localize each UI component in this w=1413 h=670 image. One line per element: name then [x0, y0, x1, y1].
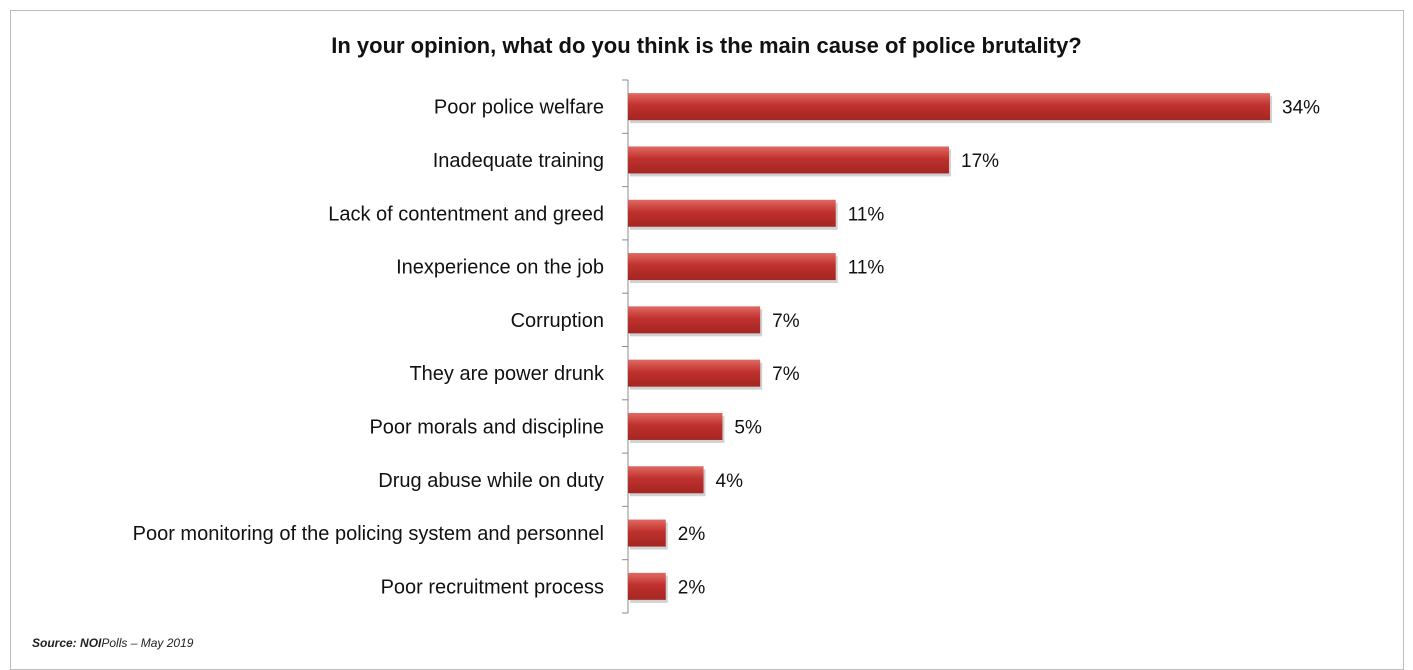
bar [628, 306, 761, 334]
category-label: Poor monitoring of the policing system a… [133, 523, 604, 545]
data-label: 11% [848, 204, 885, 225]
data-label: 5% [734, 417, 762, 438]
category-label: Inexperience on the job [396, 257, 604, 279]
category-label: Drug abuse while on duty [378, 470, 604, 492]
data-label: 2% [678, 577, 706, 598]
source-note: Source: NOIPolls – May 2019 [32, 636, 193, 650]
category-label: Inadequate training [433, 150, 604, 172]
category-label: Poor recruitment process [381, 576, 604, 598]
bar [628, 253, 836, 281]
bar [628, 146, 949, 174]
data-label: 34% [1282, 98, 1320, 119]
source-org-bold: NOI [80, 636, 102, 650]
data-label: 4% [716, 471, 744, 492]
bar [628, 466, 704, 494]
category-label: Lack of contentment and greed [328, 203, 604, 225]
bar [628, 199, 836, 227]
data-label: 2% [678, 524, 706, 545]
bar [628, 412, 723, 440]
bar-chart: Poor police welfare 34% Inadequate trainin… [133, 79, 1320, 614]
data-label: 11% [848, 258, 885, 279]
bar [628, 572, 666, 600]
data-label: 17% [961, 151, 999, 172]
source-prefix: Source: [32, 636, 77, 650]
chart-title: In your opinion, what do you think is th… [331, 33, 1082, 58]
bar [628, 519, 666, 547]
category-label: Poor police welfare [434, 97, 604, 119]
source-date: – May 2019 [127, 636, 194, 650]
data-label: 7% [772, 364, 800, 385]
data-label: 7% [772, 311, 800, 332]
bar [628, 359, 761, 387]
bar [628, 93, 1270, 121]
source-org-rest: Polls [101, 636, 128, 650]
category-label: Poor morals and discipline [369, 416, 604, 438]
category-label: They are power drunk [409, 363, 605, 385]
category-label: Corruption [511, 310, 604, 332]
